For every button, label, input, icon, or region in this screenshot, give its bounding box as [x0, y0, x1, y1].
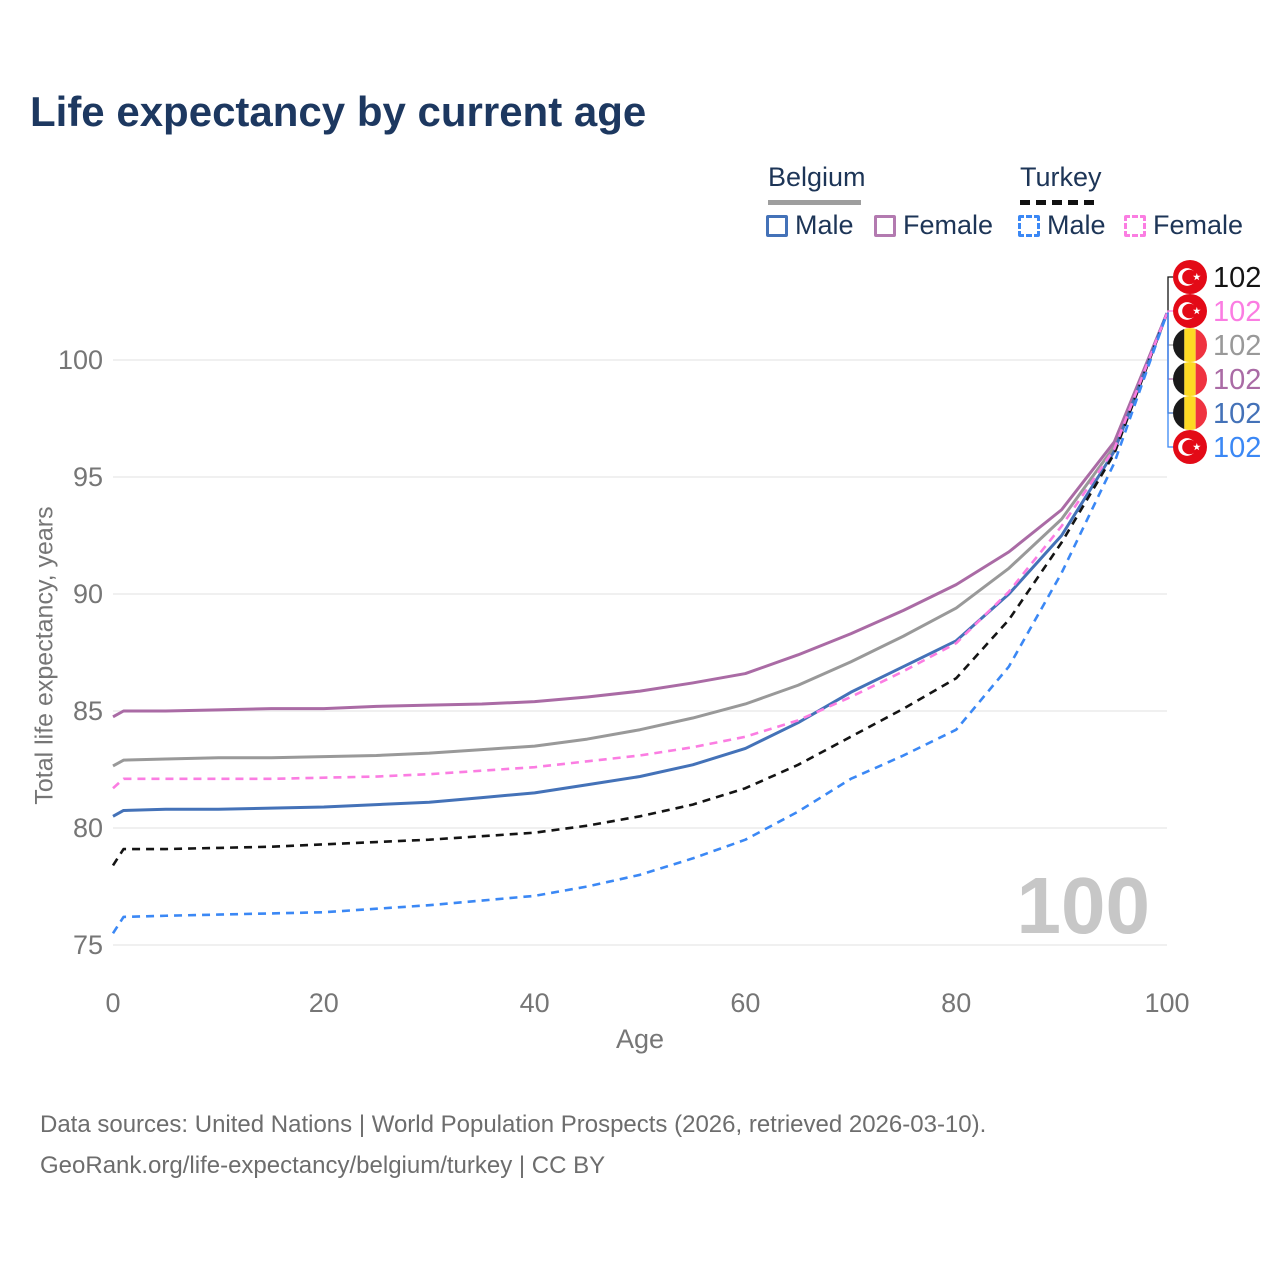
legend-item-belgium-female[interactable]: Female [874, 210, 993, 241]
end-label-value-belgium-female: 102 [1213, 364, 1261, 396]
legend-label-turkey-male: Male [1047, 210, 1106, 240]
legend-label-turkey-female: Female [1153, 210, 1244, 240]
x-tick-label-40: 40 [520, 988, 550, 1018]
end-label-value-turkey-female: 102 [1213, 296, 1261, 328]
y-tick-label-80: 80 [73, 813, 103, 843]
series-line-belgium-total[interactable] [112, 312, 1169, 768]
age-counter-watermark: 100 [1016, 861, 1150, 950]
page-title: Life expectancy by current age [30, 88, 647, 135]
y-tick-label-85: 85 [73, 696, 103, 726]
turkey-flag-icon [1173, 260, 1207, 294]
end-label-value-belgium-total: 102 [1213, 330, 1261, 362]
footer-attribution[interactable]: GeoRank.org/life-expectancy/belgium/turk… [40, 1152, 606, 1180]
belgium-solid-line-swatch [768, 200, 861, 205]
y-tick-label-100: 100 [58, 345, 103, 375]
legend-group-belgium[interactable]: Belgium [768, 162, 866, 192]
x-tick-label-80: 80 [941, 988, 971, 1018]
legend-group-turkey[interactable]: Turkey [1020, 162, 1102, 192]
end-label-value-turkey-male: 102 [1213, 432, 1261, 464]
belgium-flag-icon [1173, 362, 1207, 396]
legend-item-turkey-female[interactable]: Female [1124, 210, 1243, 241]
belgium-flag-icon [1173, 328, 1207, 362]
turkey-male-swatch-icon [1018, 214, 1040, 237]
legend-item-turkey-male[interactable]: Male [1018, 210, 1106, 241]
footer-data-sources: Data sources: United Nations | World Pop… [40, 1111, 987, 1138]
x-tick-label-20: 20 [309, 988, 339, 1018]
x-tick-label-100: 100 [1144, 988, 1189, 1018]
belgium-male-swatch-icon [766, 214, 788, 237]
legend-item-belgium-male[interactable]: Male [766, 210, 854, 241]
legend-label-belgium-female: Female [903, 210, 994, 240]
legend-label-belgium-male: Male [795, 210, 854, 240]
series-line-belgium-female[interactable] [112, 312, 1169, 719]
turkey-flag-icon [1173, 294, 1207, 328]
legend: Belgium Turkey Male Female Male Female [0, 160, 1280, 250]
y-axis-title: Total life expectancy, years [30, 506, 59, 805]
y-tick-label-75: 75 [73, 930, 103, 960]
end-label-value-belgium-male: 102 [1213, 398, 1261, 430]
y-tick-label-95: 95 [73, 462, 103, 492]
turkey-female-swatch-icon [1124, 214, 1146, 237]
end-label-connector [1167, 276, 1173, 314]
series-line-turkey-female[interactable] [112, 312, 1169, 790]
belgium-flag-icon [1173, 396, 1207, 430]
series-line-turkey-male[interactable] [111, 312, 1169, 935]
y-tick-label-90: 90 [73, 579, 103, 609]
turkey-dashed-line-swatch [1020, 200, 1100, 205]
x-tick-label-60: 60 [730, 988, 760, 1018]
series-line-turkey-total[interactable] [111, 312, 1169, 867]
belgium-female-swatch-icon [874, 214, 896, 237]
x-axis-title: Age [615, 1024, 665, 1054]
series-line-belgium-male[interactable] [112, 312, 1169, 818]
footer: Data sources: United Nations | World Pop… [40, 1104, 986, 1187]
end-label-value-turkey-total: 102 [1213, 262, 1261, 294]
turkey-flag-icon [1173, 430, 1207, 464]
end-label-connector [1167, 312, 1173, 448]
x-tick-label-0: 0 [105, 988, 120, 1018]
